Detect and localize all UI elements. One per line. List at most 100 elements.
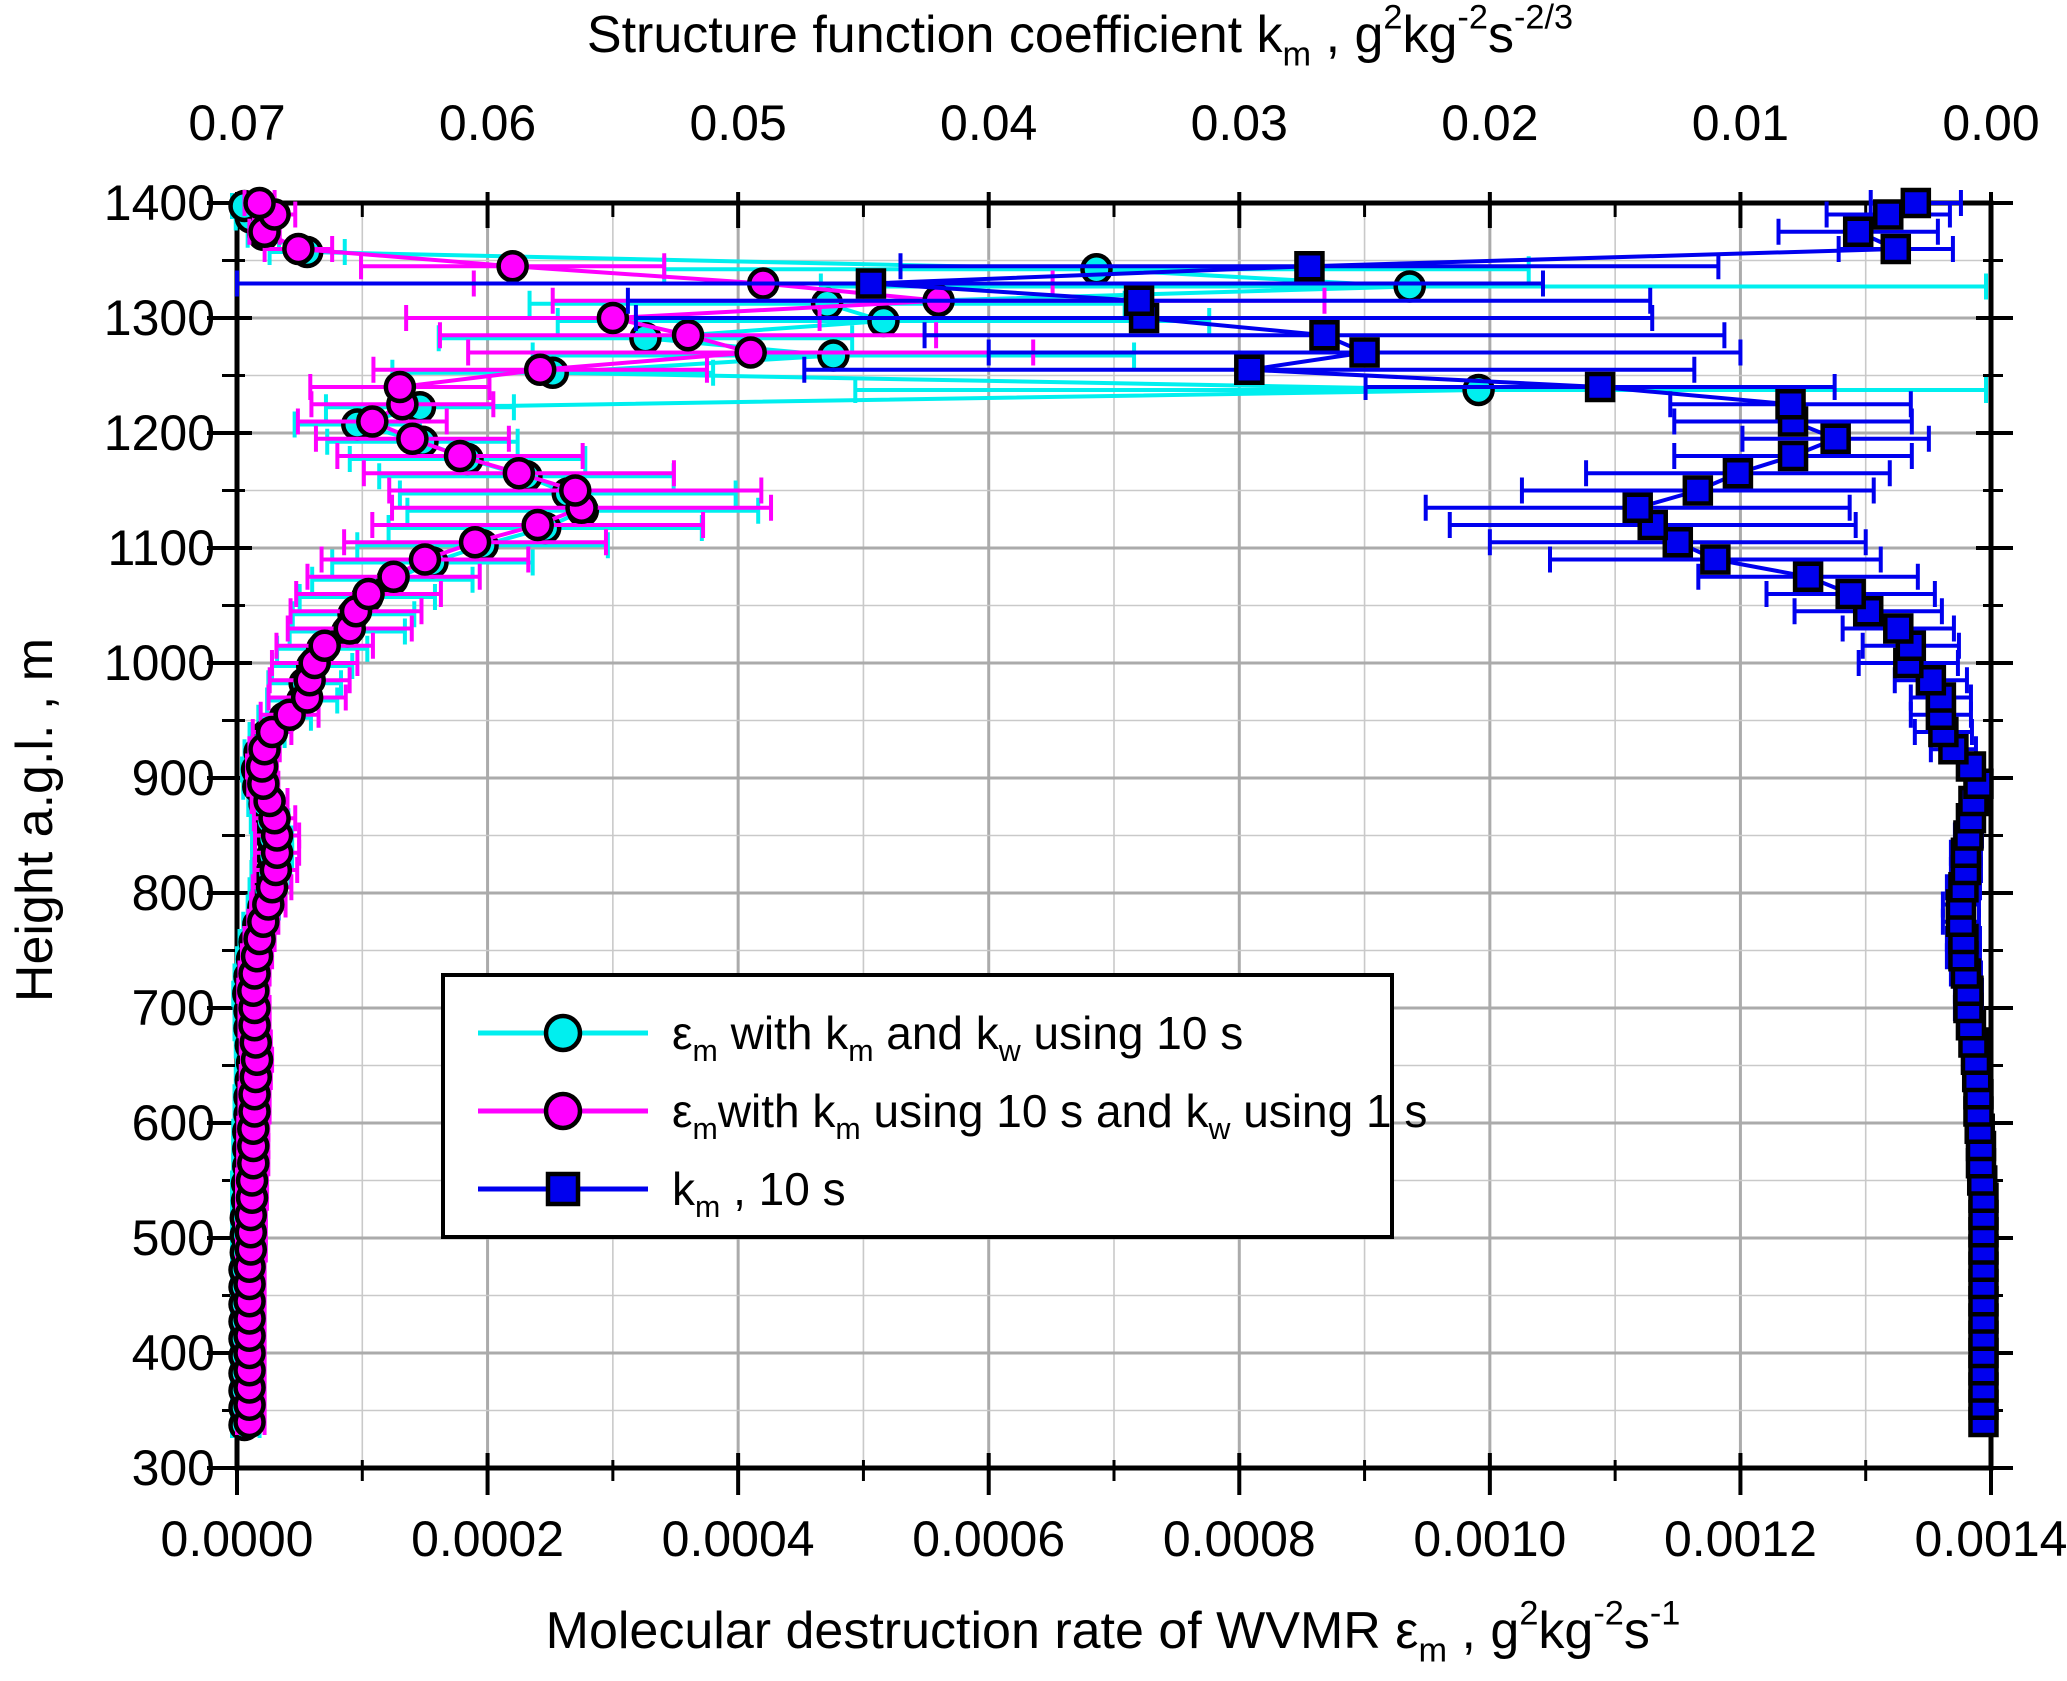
marker-circle [396,422,429,455]
x-top-tick-label: 0.05 [689,95,786,151]
marker-square [1883,613,1914,644]
marker-circle [356,405,389,438]
y-left-tick-label: 1400 [104,175,215,231]
x-bottom-tick-label: 0.0010 [1413,1511,1566,1567]
x-top-tick-label: 0.01 [1692,95,1789,151]
legend-box [441,973,1394,1239]
marker-circle [596,301,630,335]
marker-square [1900,187,1932,219]
x-bottom-axis-title-part: m [1418,1632,1447,1670]
marker-square [1682,475,1714,506]
x-bottom-tick-label: 0.0012 [1664,1511,1817,1567]
x-top-tick-label: 0.03 [1191,95,1288,151]
legend-entry-epsilon-km-kw-10s: εm with km and kw using 10 s [478,1007,1243,1068]
marker-circle [383,370,417,404]
legend-label-km-10s-part: m [695,1191,720,1224]
y-left-tick-label: 1300 [104,290,215,346]
marker-circle [458,526,492,559]
x-top-axis-title-part: 2 [1383,0,1402,37]
x-top-axis-title-part: Structure function coefficient k [587,6,1284,64]
legend-label-epsilon-km10s-kw1s-part: using 10 s and k [861,1085,1210,1137]
legend-label-epsilon-km10s-kw1s: εmwith km using 10 s and kw using 1 s [672,1085,1427,1146]
y-left-tick-label: 700 [132,980,215,1036]
legend-label-epsilon-km-kw-10s-part: m [693,1035,718,1068]
marker-square [1700,544,1731,575]
x-top-tick-label: 0.07 [188,95,285,151]
markers-epsilon-km10s-kw1s [233,186,955,1439]
y-left-tick-label: 400 [132,1325,215,1381]
y-left-tick-label: 1200 [104,405,215,461]
markers-km-10s [855,187,1999,1438]
marker-circle [671,319,705,352]
x-bottom-axis-title-part: ε [1395,1602,1418,1660]
x-top-axis-title-part: -2 [1457,0,1488,37]
series-km-10s [235,187,1999,1438]
legend-label-km-10s-part: , 10 s [720,1163,845,1215]
marker-circle [1393,270,1426,303]
x-top-tick-label: 0.02 [1441,95,1538,151]
legend-label-epsilon-km-kw-10s-part: and k [873,1007,999,1059]
marker-circle [559,474,592,507]
marker-circle [521,508,554,542]
x-bottom-tick-label: 0.0014 [1915,1511,2067,1567]
y-left-tick-label: 1000 [104,635,215,691]
y-left-tick-label: 300 [132,1440,215,1496]
legend-marker-square [545,1171,581,1207]
series-epsilon-km10s-kw1s [233,186,1327,1439]
x-top-axis-title-part: kg [1403,6,1458,64]
marker-square [1349,337,1380,368]
marker-circle [282,232,315,266]
x-bottom-axis-title-part: -1 [1650,1595,1681,1633]
marker-square [1294,251,1325,282]
grid-layer [237,203,1991,1468]
marker-circle [523,353,557,386]
legend-label-epsilon-km-kw-10s-part: ε [672,1007,693,1059]
y-left-tick-label: 500 [132,1210,215,1266]
legend-label-epsilon-km-kw-10s-part: w [998,1035,1021,1068]
legend-entry-epsilon-km10s-kw1s: εmwith km using 10 s and kw using 1 s [478,1085,1427,1146]
legend-label-epsilon-km-kw-10s-part: m [848,1035,873,1068]
marker-square [1873,199,1904,230]
marker-circle [867,304,900,338]
marker-circle [243,186,276,220]
x-bottom-tick-label: 0.0002 [411,1511,564,1567]
marker-square [855,268,887,299]
marker-square [1792,561,1824,592]
y-left-tick-label: 600 [132,1095,215,1151]
legend-marker-circle [543,1091,583,1131]
x-top-axis-title-part: m [1283,36,1312,74]
marker-square [1775,389,1806,420]
x-bottom-axis-title-part: , g [1447,1602,1519,1660]
marker-square [1234,354,1265,385]
y-left-tick-label: 1100 [107,520,215,576]
marker-circle [443,439,477,473]
legend-label-epsilon-km-kw-10s-part: with k [718,1007,849,1059]
x-bottom-axis-title-part: 2 [1519,1595,1538,1633]
x-bottom-axis-title-part: kg [1538,1602,1593,1660]
legend-entry-km-10s: km , 10 s [478,1163,846,1224]
x-bottom-tick-label: 0.0006 [912,1511,1065,1567]
marker-circle [502,457,536,490]
x-bottom-axis-title-part: Molecular destruction rate of WVMR [546,1602,1396,1660]
marker-circle [352,577,385,611]
marker-square [1820,423,1851,454]
legend-marker-circle [543,1013,583,1053]
legend-label-epsilon-km10s-kw1s-part: w [1208,1113,1231,1146]
x-bottom-tick-label: 0.0000 [161,1511,314,1567]
x-bottom-axis-title-part: -2 [1593,1595,1624,1633]
x-bottom-tick-label: 0.0008 [1163,1511,1316,1567]
marker-square [1722,458,1754,489]
marker-square [1842,216,1874,247]
legend-label-epsilon-km10s-kw1s-part: ε [672,1085,693,1137]
legend-label-km-10s-part: k [672,1163,696,1215]
marker-circle [1080,253,1113,286]
marker-square [1309,320,1340,351]
marker-circle [408,543,442,576]
legend-label-epsilon-km10s-kw1s-part: m [693,1113,718,1146]
x-top-tick-label: 0.06 [439,95,536,151]
